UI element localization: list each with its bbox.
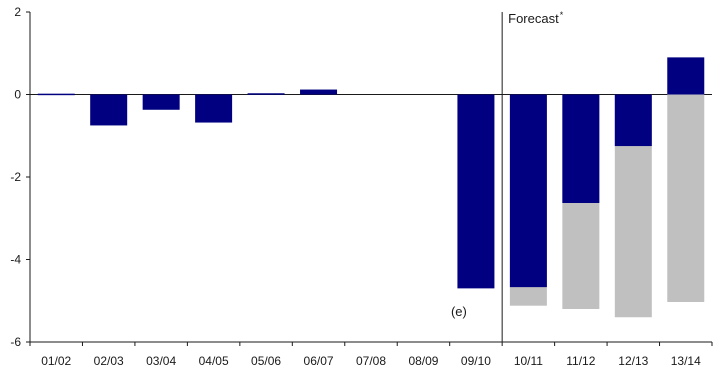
y-tick-label: -2: [10, 170, 21, 184]
bar-outturn: [614, 94, 652, 147]
axes-layer: [26, 11, 713, 346]
y-tick-label: 2: [14, 5, 21, 19]
bar-outturn: [37, 93, 75, 96]
forecast-label: Forecast: [508, 11, 559, 26]
y-tick-label: 0: [14, 88, 21, 102]
bar-outturn: [509, 94, 547, 288]
x-tick-label: 02/03: [94, 354, 124, 368]
x-tick-label: 13/14: [671, 354, 701, 368]
y-tick-label: -6: [10, 335, 21, 349]
y-tick-label: -4: [10, 253, 21, 267]
x-tick-label: 05/06: [251, 354, 281, 368]
x-tick-label: 11/12: [566, 354, 595, 368]
x-tick-label: 06/07: [304, 354, 334, 368]
bar-outturn: [247, 93, 285, 95]
bar-outturn: [90, 94, 128, 126]
x-tick-label: 04/05: [199, 354, 229, 368]
x-tick-label: 08/09: [408, 354, 438, 368]
bar-outturn: [667, 57, 705, 95]
x-tick-label: 10/11: [514, 354, 543, 368]
x-tick-label: 09/10: [461, 354, 491, 368]
bar-forecast-grey: [667, 94, 705, 302]
bar-outturn: [300, 89, 338, 95]
annotation-e: (e): [451, 304, 467, 319]
x-tick-label: 01/02: [41, 354, 71, 368]
bar-outturn: [457, 94, 495, 289]
x-tick-label: 12/13: [618, 354, 648, 368]
x-tick-label: 03/04: [146, 354, 176, 368]
forecast-asterisk: *: [560, 10, 564, 20]
bars-layer: [37, 57, 705, 318]
bar-outturn: [195, 94, 233, 123]
bar-outturn: [142, 94, 180, 110]
bar-outturn: [562, 94, 600, 203]
x-tick-label: 07/08: [356, 354, 386, 368]
labels-layer: -6 -4 -2 0 2 01/02 02/03 03/04 04/05 05/06 06/07 07…: [10, 5, 701, 368]
